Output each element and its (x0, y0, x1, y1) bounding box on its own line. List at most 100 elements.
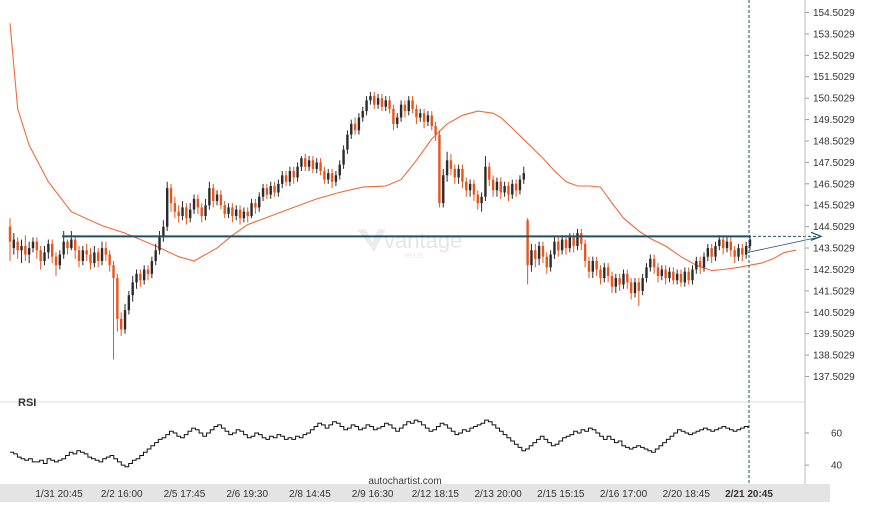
candle-body (664, 269, 667, 279)
candle (70, 230, 73, 251)
candle-body (629, 282, 633, 294)
candle-body (484, 166, 487, 197)
candle-body (599, 269, 602, 279)
candle (192, 194, 196, 214)
candle-body (315, 162, 318, 169)
candle (725, 237, 729, 253)
candle (350, 119, 353, 139)
candle (204, 198, 207, 221)
candle (119, 312, 123, 336)
candle-body (227, 207, 230, 214)
candle-body (100, 248, 104, 261)
candle (212, 183, 215, 208)
candle (311, 156, 315, 174)
candle (62, 230, 65, 259)
candle-body (560, 239, 564, 251)
candle (50, 239, 54, 264)
candle (330, 168, 334, 189)
y-tick-label: 150.5029 (813, 94, 855, 105)
candle-body (553, 241, 556, 255)
candle-body (725, 241, 729, 249)
candle (177, 205, 180, 223)
candle (54, 252, 58, 276)
candle (219, 190, 223, 210)
candle-body (258, 196, 261, 208)
y-tick-label: 151.5029 (813, 72, 855, 83)
candle (146, 265, 150, 281)
candle-body (185, 207, 188, 219)
candle (430, 111, 433, 131)
candle-body (610, 275, 614, 287)
candle (58, 250, 62, 270)
candle (507, 181, 510, 201)
level-layer (62, 0, 823, 502)
candle (369, 91, 372, 105)
projection-cone-line (747, 236, 819, 253)
candle (645, 263, 648, 283)
candle (737, 243, 740, 261)
candle (587, 256, 591, 279)
candle-body (66, 241, 69, 249)
candle-body (445, 160, 449, 176)
y-tick-label: 145.5029 (813, 201, 855, 212)
candle (580, 228, 583, 251)
candle-body (212, 188, 215, 201)
candle (250, 198, 253, 219)
y-tick-label: 137.5029 (813, 372, 855, 383)
candle (231, 203, 234, 223)
candle (323, 166, 326, 184)
candle (411, 96, 414, 114)
candle-body (660, 269, 664, 276)
candle-body (622, 273, 625, 285)
candle-body (85, 250, 88, 255)
candle (8, 218, 12, 261)
candle-body (73, 239, 77, 251)
candle (744, 241, 748, 259)
candle-body (162, 226, 165, 238)
candle-body (591, 260, 594, 272)
candle (530, 243, 533, 272)
candle (668, 267, 671, 283)
candle (246, 207, 249, 223)
candle-body (231, 207, 234, 216)
x-tick-label: 2/8 14:45 (289, 489, 331, 500)
candle (93, 245, 96, 268)
candle-body (633, 282, 637, 294)
candle-body (419, 113, 422, 118)
candle (281, 171, 284, 189)
candle (288, 166, 292, 187)
candle-body (637, 282, 641, 291)
candle-body (557, 241, 560, 251)
candle (242, 207, 246, 223)
candle-body (702, 256, 706, 268)
candle (338, 160, 341, 180)
candle (591, 256, 594, 279)
candle (465, 177, 468, 197)
candle (748, 235, 752, 251)
candle-body (215, 194, 219, 201)
y-tick-label: 138.5029 (813, 351, 855, 362)
candle-body (330, 173, 334, 182)
candle-body (200, 207, 203, 216)
candle (564, 235, 568, 255)
candle-body (192, 198, 196, 210)
candle (135, 269, 138, 289)
candle-body (744, 245, 748, 255)
candle (77, 245, 81, 268)
candle-body (204, 205, 207, 216)
candle (434, 121, 437, 142)
candle (522, 166, 525, 184)
candle-body (288, 171, 292, 182)
candle (284, 171, 288, 187)
candle-body (426, 115, 430, 122)
candle-body (265, 188, 269, 195)
candle (223, 201, 226, 219)
candle-body (503, 186, 506, 193)
candle (227, 203, 230, 219)
candle (357, 113, 361, 135)
x-tick-label: 2/13 20:00 (474, 489, 522, 500)
x-tick-label: 1/31 20:45 (35, 489, 83, 500)
candle-body (457, 168, 460, 178)
candle (583, 239, 587, 268)
candle-body (572, 237, 575, 246)
